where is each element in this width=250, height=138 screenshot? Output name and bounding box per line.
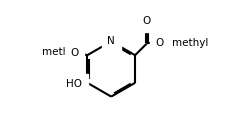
Text: O: O (143, 17, 151, 26)
Text: N: N (107, 36, 115, 46)
Text: methyl: methyl (42, 47, 78, 57)
Text: O: O (69, 47, 78, 57)
Text: HO: HO (66, 79, 82, 89)
Text: O: O (156, 39, 164, 48)
Text: O: O (70, 48, 78, 58)
Text: methyl: methyl (172, 39, 209, 48)
